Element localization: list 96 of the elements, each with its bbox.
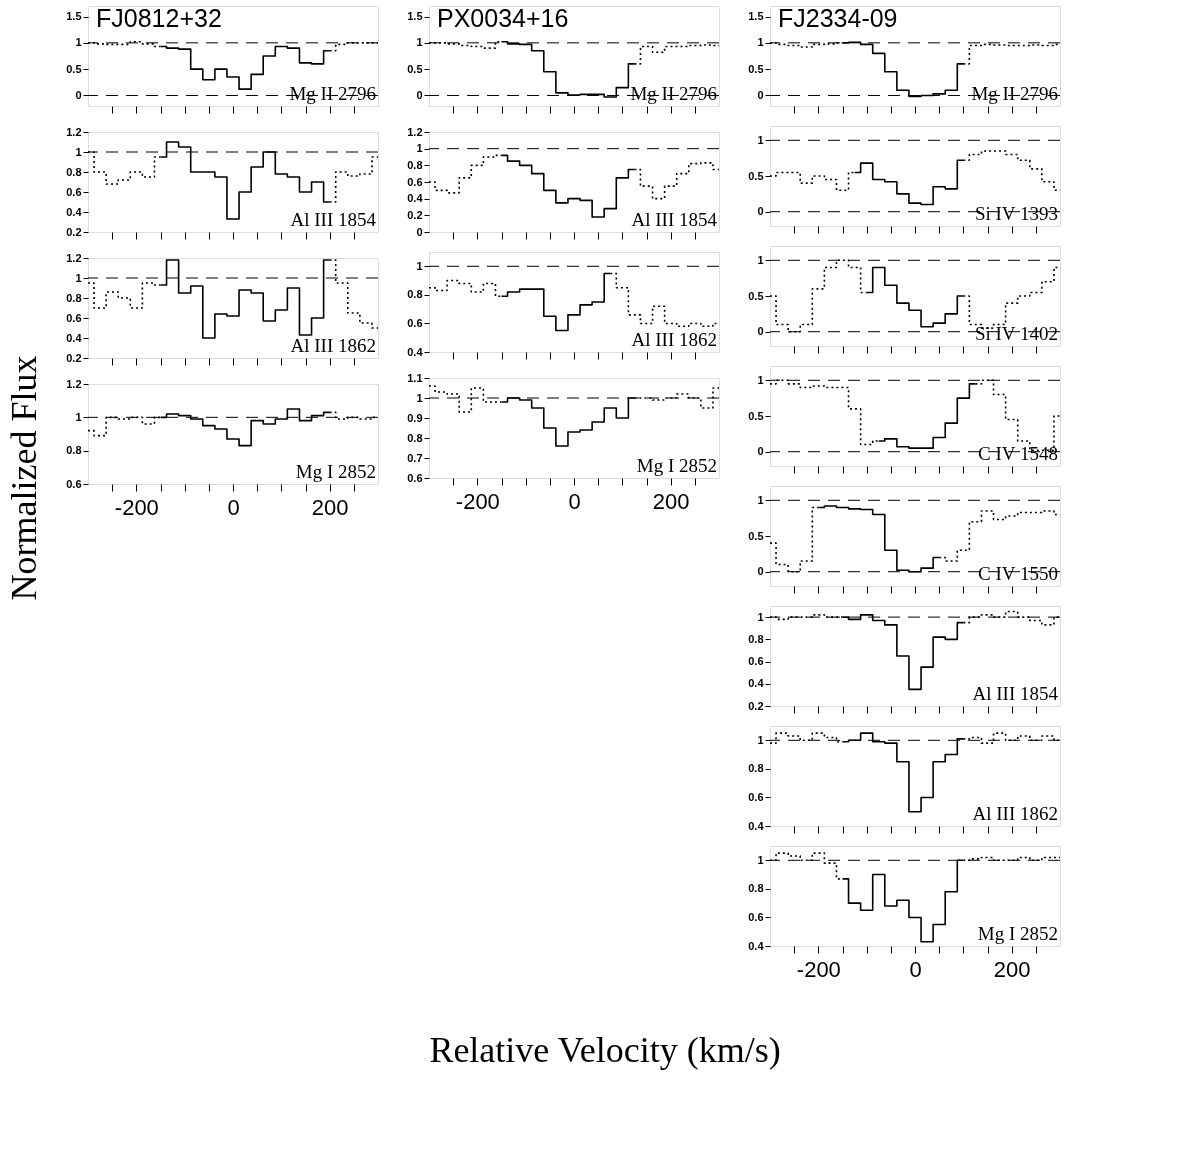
y-tick-label: 0.4 [407,192,424,205]
text: Relative Velocity (km/s) [429,1030,781,1070]
y-tick-label: 0 [416,225,423,238]
y-tick-label: 1.2 [66,251,82,264]
annotation: Al III 1862 [972,803,1058,824]
annotation: Al III 1854 [972,683,1059,704]
y-tick-label: 0.5 [748,62,764,75]
x-tick-label: -200 [455,488,500,514]
annotation: Al III 1862 [290,335,376,356]
y-tick-label: 0.6 [407,175,423,188]
y-tick-label: 1 [757,853,764,866]
y-tick-label: 0.8 [748,882,764,895]
x-tick-label: 200 [652,488,690,514]
chart-title: FJ2334-09 [778,4,898,32]
x-tick-label: -200 [114,494,159,520]
y-tick-label: 1.2 [407,125,423,138]
y-tick-label: 0 [757,445,764,458]
y-tick-label: 0 [75,88,82,101]
y-tick-label: 0.8 [407,431,423,444]
y-tick-label: 1 [75,145,82,158]
y-tick-label: 0 [757,565,764,578]
y-tick-label: 1 [757,733,764,746]
y-tick-label: 1.5 [407,10,423,23]
y-tick-label: 0.4 [66,205,83,218]
y-tick-label: 1 [416,391,423,404]
y-tick-label: 1.5 [66,10,82,23]
x-tick-label: 0 [568,488,581,514]
y-tick-label: 0.9 [407,411,423,424]
y-tick-label: 0.4 [748,819,765,832]
y-tick-label: 1 [757,373,764,386]
y-tick-label: 1 [75,271,82,284]
y-tick-label: 0.5 [748,529,764,542]
y-tick-label: 0.4 [66,331,83,344]
y-tick-label: 0.2 [748,699,764,712]
y-tick-label: 0.6 [748,655,764,668]
y-tick-label: 0.6 [748,790,764,803]
y-tick-label: 0.4 [748,939,765,952]
y-tick-label: 1 [75,36,82,49]
x-tick-label: -200 [796,956,841,982]
annotation: Mg I 2852 [636,455,717,476]
annotation: Si IV 1402 [974,323,1058,344]
y-tick-label: 0.6 [748,910,764,923]
y-tick-label: 1 [757,133,764,146]
y-tick-label: 0.4 [748,677,765,690]
y-tick-label: 0.8 [66,444,82,457]
y-tick-label: 0.5 [748,409,764,422]
y-tick-label: 1.1 [407,371,423,384]
y-tick-label: 0 [757,325,764,338]
y-tick-label: 0.4 [407,345,424,358]
y-tick-label: 0.8 [407,158,423,171]
y-tick-label: 0.7 [407,451,423,464]
y-tick-label: 1 [416,36,423,49]
y-tick-label: 0.6 [66,311,82,324]
y-tick-label: 0.6 [66,477,82,490]
y-tick-label: 0 [757,88,764,101]
y-tick-label: 0.6 [66,185,82,198]
annotation: Mg I 2852 [295,461,376,482]
annotation: C IV 1550 [978,563,1058,584]
x-tick-label: 0 [909,956,922,982]
x-tick-label: 200 [993,956,1031,982]
y-tick-label: 1 [757,36,764,49]
y-tick-label: 0.2 [66,225,82,238]
chart-title: PX0034+16 [437,4,569,32]
annotation: Al III 1862 [631,329,717,350]
y-tick-label: 0.8 [66,291,82,304]
annotation: Al III 1854 [631,209,718,230]
annotation: Mg I 2852 [977,923,1058,944]
y-tick-label: 0.6 [407,471,423,484]
y-tick-label: 0.5 [407,62,423,75]
y-tick-label: 0.8 [748,762,764,775]
x-tick-label: 0 [227,494,240,520]
x-tick-label: 200 [311,494,349,520]
y-tick-label: 0.5 [748,289,764,302]
annotation: Al III 1854 [290,209,377,230]
y-tick-label: 1 [75,410,82,423]
y-tick-label: 0.5 [66,62,82,75]
y-tick-label: 1 [416,142,423,155]
y-tick-label: 0.8 [407,288,423,301]
y-tick-label: 0.2 [66,351,82,364]
y-tick-label: 0.5 [748,169,764,182]
y-tick-label: 0.8 [748,632,764,645]
y-tick-label: 1.5 [748,10,764,23]
annotation: Si IV 1393 [974,203,1058,224]
text: Normalized Flux [4,355,44,601]
y-tick-label: 1 [416,259,423,272]
y-tick-label: 1 [757,610,764,623]
y-tick-label: 1 [757,253,764,266]
y-tick-label: 1 [757,493,764,506]
y-tick-label: 0.8 [66,165,82,178]
y-tick-label: 0 [416,88,423,101]
y-tick-label: 0.6 [407,316,423,329]
y-tick-label: 0.2 [407,208,423,221]
y-tick-label: 0 [757,205,764,218]
y-tick-label: 1.2 [66,125,82,138]
y-tick-label: 1.2 [66,377,82,390]
chart-title: FJ0812+32 [96,4,222,32]
